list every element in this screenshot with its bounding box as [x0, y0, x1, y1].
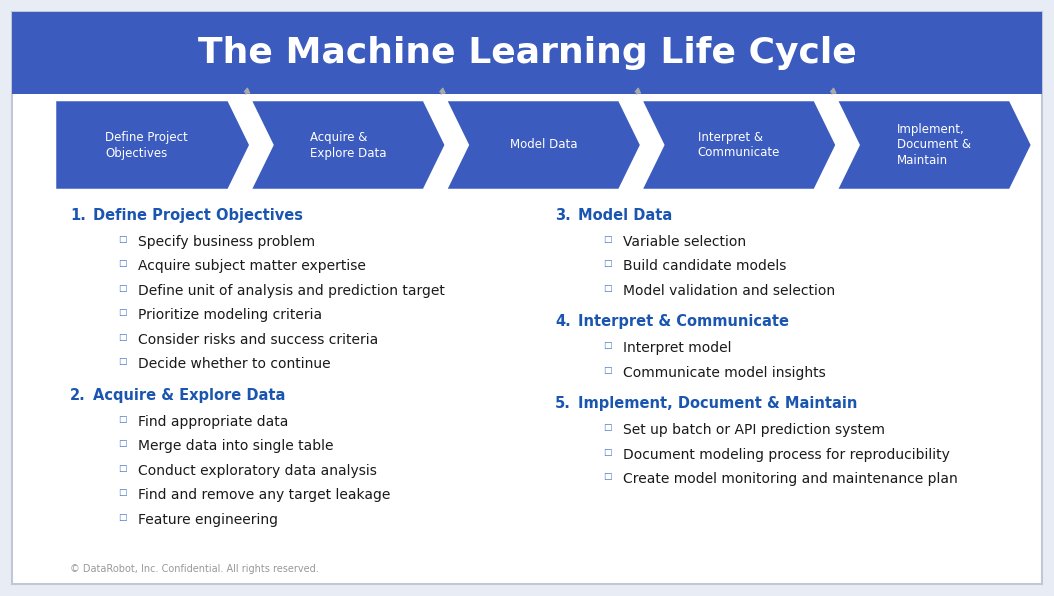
Text: Find and remove any target leakage: Find and remove any target leakage — [138, 488, 390, 502]
Text: Implement,
Document &
Maintain: Implement, Document & Maintain — [897, 123, 972, 167]
Text: Find appropriate data: Find appropriate data — [138, 415, 289, 429]
Text: □: □ — [603, 235, 611, 244]
Text: □: □ — [118, 358, 126, 367]
Text: Conduct exploratory data analysis: Conduct exploratory data analysis — [138, 464, 377, 478]
Text: Communicate model insights: Communicate model insights — [623, 366, 825, 380]
Text: The Machine Learning Life Cycle: The Machine Learning Life Cycle — [198, 36, 856, 70]
Polygon shape — [446, 100, 641, 190]
Text: Acquire &
Explore Data: Acquire & Explore Data — [310, 131, 387, 160]
Text: Decide whether to continue: Decide whether to continue — [138, 358, 331, 371]
Text: □: □ — [118, 259, 126, 268]
Polygon shape — [251, 100, 446, 190]
Text: Acquire & Explore Data: Acquire & Explore Data — [93, 388, 286, 403]
Text: □: □ — [118, 415, 126, 424]
Text: □: □ — [118, 488, 126, 498]
Text: Define unit of analysis and prediction target: Define unit of analysis and prediction t… — [138, 284, 445, 298]
Text: Define Project Objectives: Define Project Objectives — [93, 208, 302, 223]
Polygon shape — [55, 100, 251, 190]
Text: Specify business problem: Specify business problem — [138, 235, 315, 249]
Text: □: □ — [603, 284, 611, 293]
Polygon shape — [837, 100, 1032, 190]
Text: □: □ — [118, 284, 126, 293]
Text: 2.: 2. — [70, 388, 85, 403]
Text: Model Data: Model Data — [578, 208, 672, 223]
Text: □: □ — [118, 513, 126, 522]
Text: Interpret model: Interpret model — [623, 342, 731, 355]
Text: □: □ — [118, 235, 126, 244]
Text: □: □ — [118, 439, 126, 448]
Text: □: □ — [603, 423, 611, 432]
Text: Prioritize modeling criteria: Prioritize modeling criteria — [138, 309, 323, 322]
Text: □: □ — [118, 464, 126, 473]
Text: 4.: 4. — [555, 315, 571, 330]
Text: 5.: 5. — [555, 396, 571, 411]
Text: Feature engineering: Feature engineering — [138, 513, 278, 527]
Text: 1.: 1. — [70, 208, 85, 223]
Text: Variable selection: Variable selection — [623, 235, 746, 249]
Text: © DataRobot, Inc. Confidential. All rights reserved.: © DataRobot, Inc. Confidential. All righ… — [70, 564, 318, 574]
Text: Model validation and selection: Model validation and selection — [623, 284, 835, 298]
Text: Consider risks and success criteria: Consider risks and success criteria — [138, 333, 378, 347]
Text: □: □ — [603, 448, 611, 457]
Polygon shape — [641, 100, 837, 190]
Text: 3.: 3. — [555, 208, 571, 223]
FancyBboxPatch shape — [12, 12, 1042, 94]
Text: Define Project
Objectives: Define Project Objectives — [105, 131, 188, 160]
Text: Interpret &
Communicate: Interpret & Communicate — [698, 131, 780, 160]
Text: □: □ — [603, 259, 611, 268]
Text: □: □ — [603, 342, 611, 350]
Text: Merge data into single table: Merge data into single table — [138, 439, 333, 454]
Text: □: □ — [118, 309, 126, 318]
Text: Create model monitoring and maintenance plan: Create model monitoring and maintenance … — [623, 473, 958, 486]
Text: □: □ — [118, 333, 126, 342]
Text: Document modeling process for reproducibility: Document modeling process for reproducib… — [623, 448, 950, 462]
Text: Acquire subject matter expertise: Acquire subject matter expertise — [138, 259, 366, 274]
Text: □: □ — [603, 366, 611, 375]
Text: Build candidate models: Build candidate models — [623, 259, 786, 274]
Text: Set up batch or API prediction system: Set up batch or API prediction system — [623, 423, 885, 437]
Text: Implement, Document & Maintain: Implement, Document & Maintain — [578, 396, 857, 411]
FancyBboxPatch shape — [12, 12, 1042, 584]
Text: Interpret & Communicate: Interpret & Communicate — [578, 315, 789, 330]
Text: □: □ — [603, 473, 611, 482]
Text: Model Data: Model Data — [510, 138, 578, 151]
